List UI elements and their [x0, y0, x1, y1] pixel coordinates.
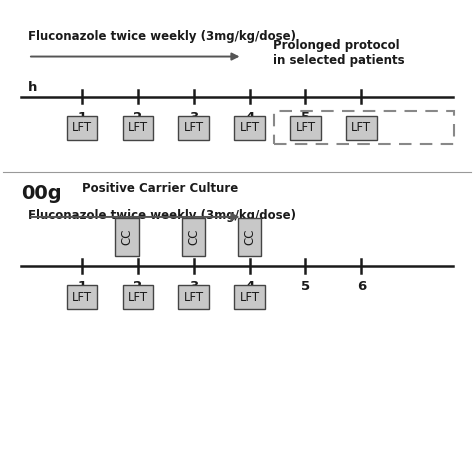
Text: LFT: LFT	[128, 121, 148, 134]
Text: Prolonged protocol
in selected patients: Prolonged protocol in selected patients	[273, 39, 405, 67]
Text: 6: 6	[356, 280, 366, 293]
Text: Fluconazole twice weekly (3mg/kg/dose): Fluconazole twice weekly (3mg/kg/dose)	[28, 210, 296, 222]
Text: CC: CC	[120, 229, 134, 245]
Bar	[346, 116, 376, 140]
Text: CC: CC	[243, 229, 256, 245]
Bar	[67, 285, 98, 310]
Text: LFT: LFT	[295, 121, 316, 134]
Text: 00g: 00g	[21, 183, 62, 202]
Text: 2: 2	[133, 280, 143, 293]
Bar	[274, 111, 454, 144]
Bar	[234, 285, 265, 310]
Text: Positive Carrier Culture: Positive Carrier Culture	[82, 182, 238, 195]
Text: LFT: LFT	[72, 121, 92, 134]
Text: 1: 1	[78, 280, 87, 293]
Text: LFT: LFT	[351, 121, 371, 134]
Text: CC: CC	[187, 229, 201, 245]
Bar	[290, 116, 321, 140]
Text: 4: 4	[245, 280, 254, 293]
Text: Fluconazole twice weekly (3mg/kg/dose): Fluconazole twice weekly (3mg/kg/dose)	[28, 30, 296, 43]
Text: LFT: LFT	[239, 121, 260, 134]
Bar	[67, 116, 98, 140]
Bar	[182, 218, 206, 256]
Bar	[115, 218, 139, 256]
Text: LFT: LFT	[128, 291, 148, 304]
Text: 5: 5	[301, 111, 310, 124]
Text: LFT: LFT	[184, 291, 204, 304]
Bar	[178, 285, 209, 310]
Bar	[178, 116, 209, 140]
Bar	[123, 116, 153, 140]
Text: LFT: LFT	[72, 291, 92, 304]
Text: h: h	[28, 81, 37, 94]
Text: 4: 4	[245, 111, 254, 124]
Text: 3: 3	[189, 111, 199, 124]
Bar	[123, 285, 153, 310]
Bar	[234, 116, 265, 140]
Text: LFT: LFT	[184, 121, 204, 134]
Text: 3: 3	[189, 280, 199, 293]
Text: 2: 2	[133, 111, 143, 124]
Text: LFT: LFT	[239, 291, 260, 304]
Text: 1: 1	[78, 111, 87, 124]
Text: 5: 5	[301, 280, 310, 293]
Bar	[238, 218, 261, 256]
